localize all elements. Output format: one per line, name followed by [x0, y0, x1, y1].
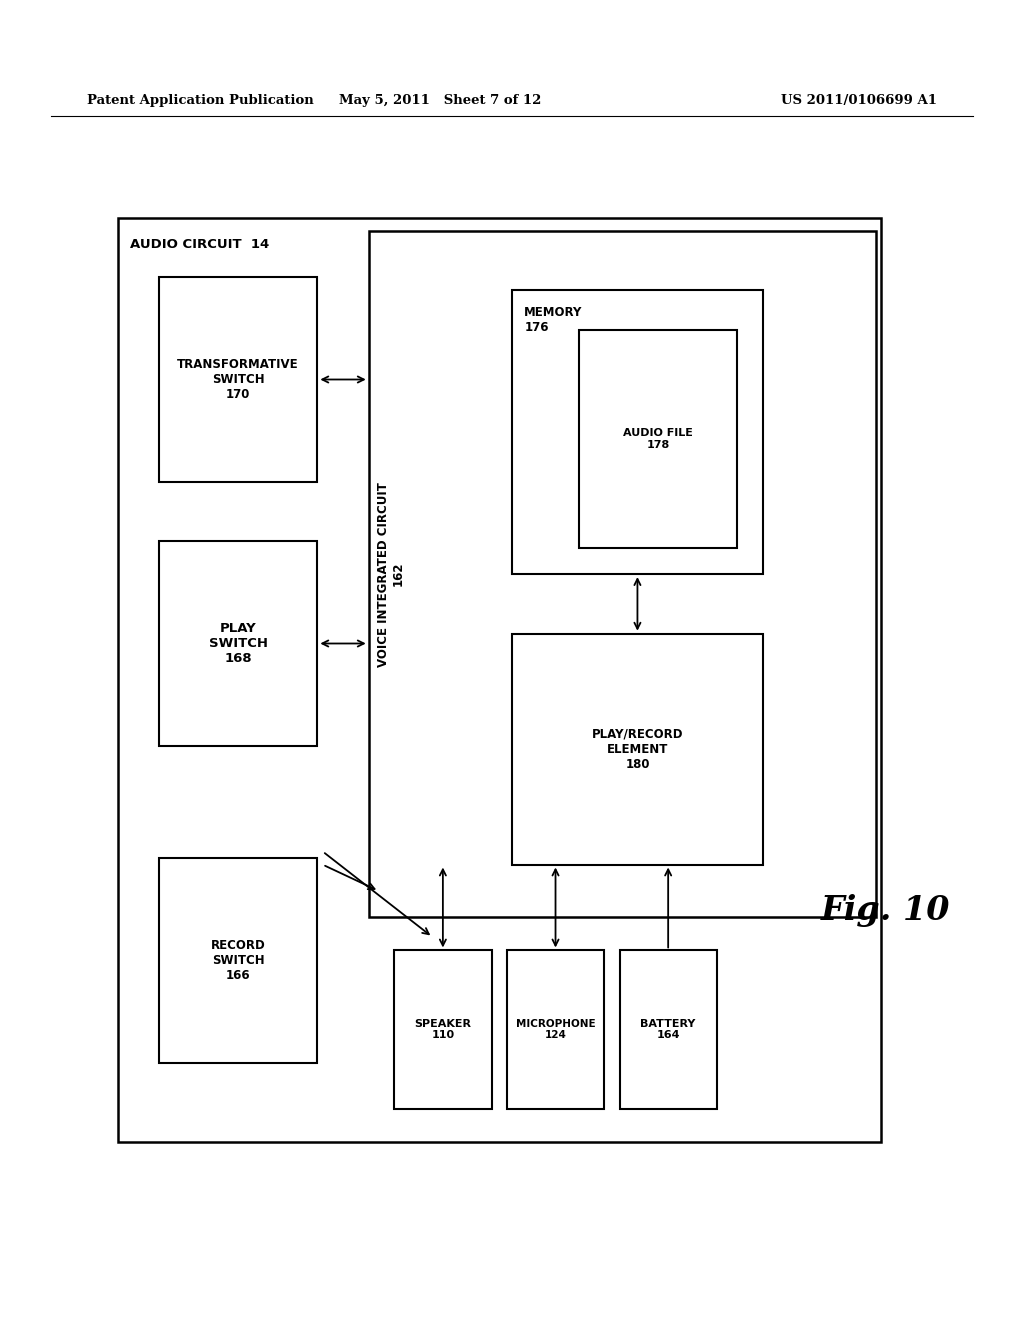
Text: Patent Application Publication: Patent Application Publication: [87, 94, 313, 107]
Bar: [118, 218, 881, 1142]
Bar: [394, 950, 492, 1109]
Bar: [159, 858, 317, 1063]
Text: RECORD
SWITCH
166: RECORD SWITCH 166: [211, 939, 265, 982]
Text: Fig. 10: Fig. 10: [821, 895, 950, 927]
Text: SPEAKER
110: SPEAKER 110: [415, 1019, 471, 1040]
Text: VOICE INTEGRATED CIRCUIT
162: VOICE INTEGRATED CIRCUIT 162: [377, 482, 406, 667]
Bar: [507, 950, 604, 1109]
Bar: [512, 290, 763, 574]
Text: MEMORY
176: MEMORY 176: [524, 306, 583, 334]
Bar: [579, 330, 737, 548]
Text: PLAY
SWITCH
168: PLAY SWITCH 168: [209, 622, 267, 665]
Text: PLAY/RECORD
ELEMENT
180: PLAY/RECORD ELEMENT 180: [592, 727, 683, 771]
Text: MICROPHONE
124: MICROPHONE 124: [516, 1019, 595, 1040]
Bar: [159, 541, 317, 746]
Bar: [159, 277, 317, 482]
Bar: [512, 634, 763, 865]
Text: TRANSFORMATIVE
SWITCH
170: TRANSFORMATIVE SWITCH 170: [177, 358, 299, 401]
Text: US 2011/0106699 A1: US 2011/0106699 A1: [781, 94, 937, 107]
Text: AUDIO CIRCUIT  14: AUDIO CIRCUIT 14: [130, 238, 269, 251]
Text: May 5, 2011   Sheet 7 of 12: May 5, 2011 Sheet 7 of 12: [339, 94, 542, 107]
Text: BATTERY
164: BATTERY 164: [640, 1019, 696, 1040]
Bar: [620, 950, 717, 1109]
Text: AUDIO FILE
178: AUDIO FILE 178: [623, 428, 693, 450]
Bar: [369, 231, 876, 917]
